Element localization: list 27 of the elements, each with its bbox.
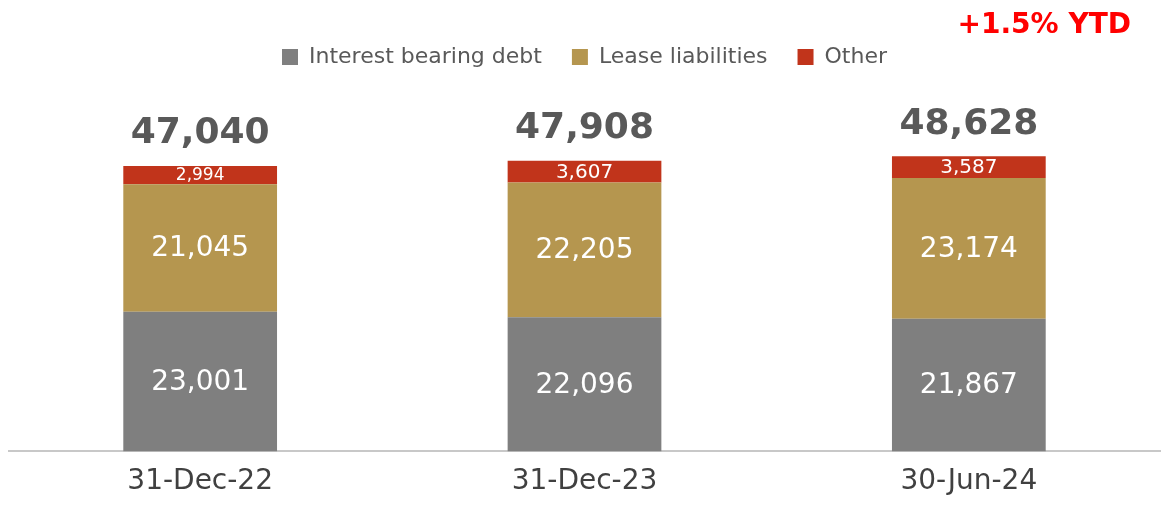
legend-label: Interest bearing debt: [309, 42, 543, 68]
bar: [891, 318, 1046, 452]
data-label: 23,001: [151, 363, 250, 397]
data-label: 2,994: [175, 164, 225, 185]
x-tick-label: 31-Dec-23: [511, 463, 658, 497]
total-label: 48,628: [899, 100, 1039, 142]
bar: [891, 156, 1046, 179]
x-tick-label: 30-Jun-24: [900, 463, 1038, 497]
bar: [891, 178, 1046, 319]
bar: [123, 184, 278, 312]
data-label: 3,607: [555, 158, 614, 183]
data-label: 22,096: [535, 366, 634, 400]
legend-label: Other: [824, 42, 888, 68]
bar: [123, 311, 278, 452]
data-label: 3,587: [940, 154, 998, 179]
total-label: 47,040: [130, 110, 270, 152]
bar: [507, 182, 662, 318]
bar: [507, 317, 662, 452]
total-label: 47,908: [515, 105, 654, 147]
text: +1.5% YTD: [957, 7, 1131, 41]
x-tick-label: 31-Dec-22: [127, 463, 273, 497]
legend-label: Lease liabilities: [598, 42, 768, 68]
data-label: 21,045: [151, 230, 250, 264]
data-label: 22,205: [535, 232, 634, 266]
data-label: 23,174: [919, 230, 1018, 264]
data-label: 21,867: [919, 367, 1018, 401]
bar: [507, 160, 662, 183]
